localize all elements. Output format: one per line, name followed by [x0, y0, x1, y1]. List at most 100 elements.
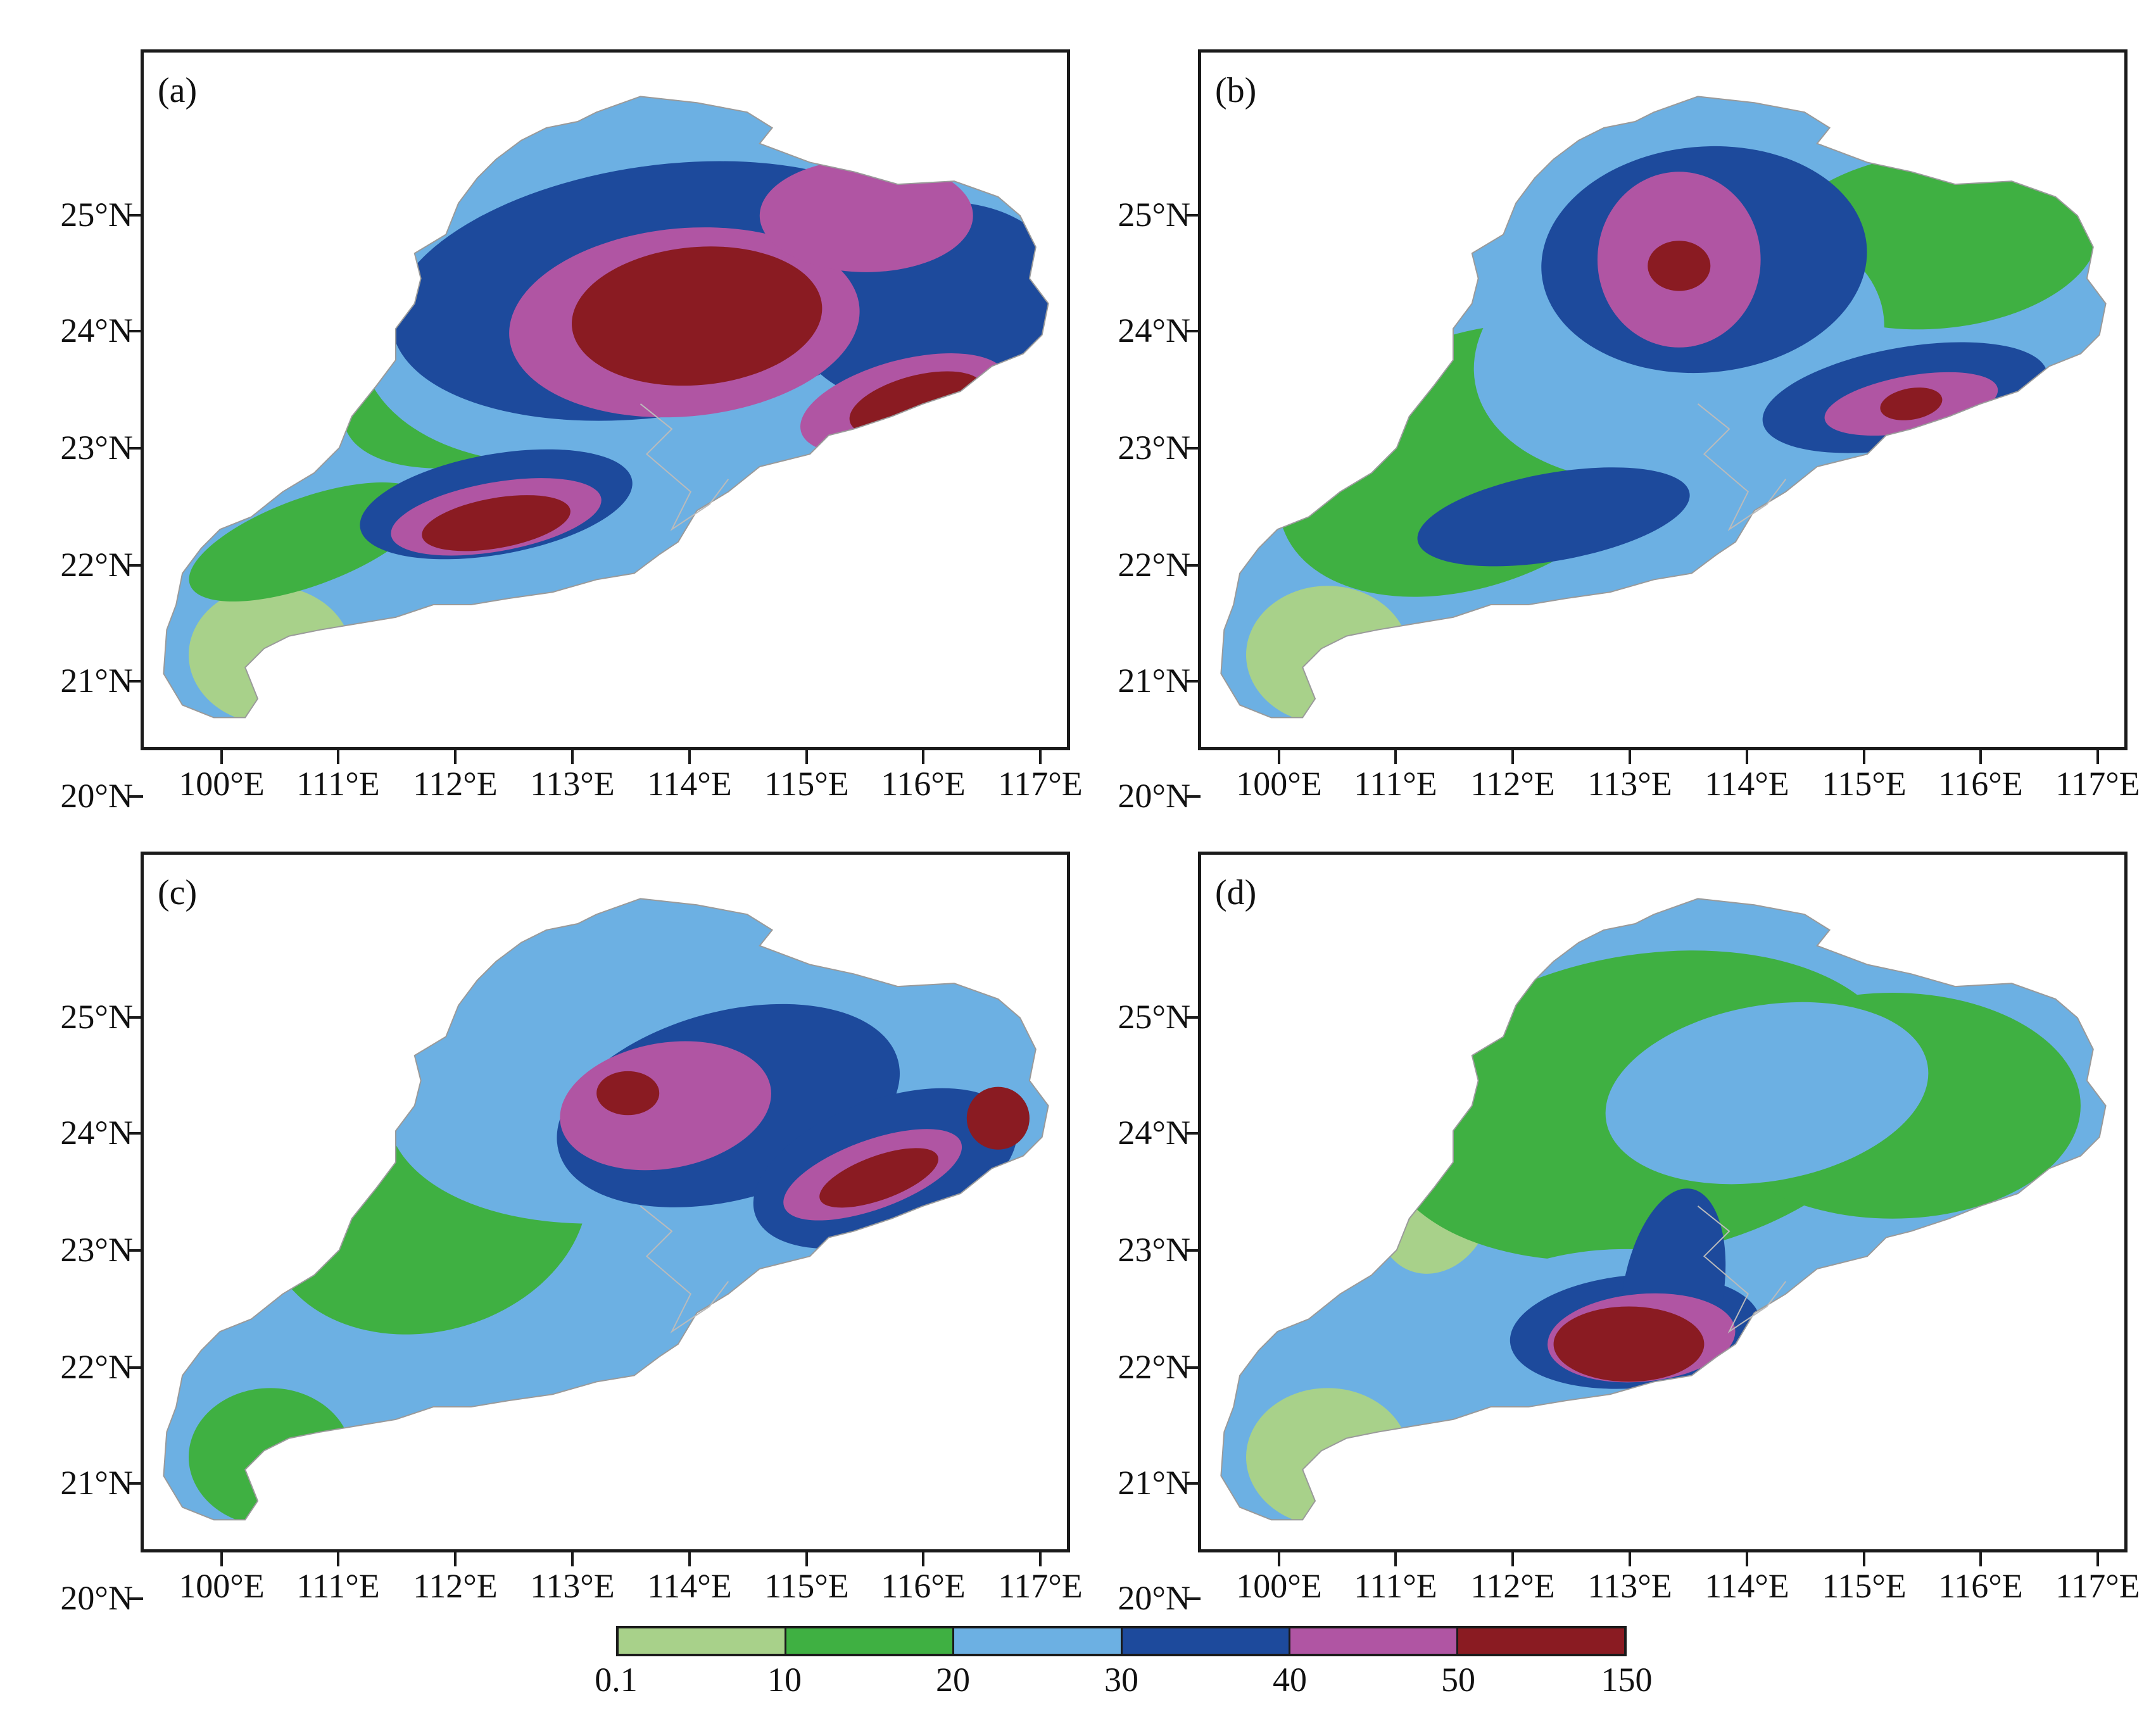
lon-tick-label: 113°E: [1587, 1567, 1672, 1605]
lon-tick-label: 117°E: [2055, 765, 2140, 803]
lon-tick-label: 114°E: [647, 1567, 732, 1605]
lon-tick-mark: [220, 750, 223, 764]
lat-tick-mark: [129, 564, 143, 567]
lon-tick-label: 115°E: [764, 1567, 849, 1605]
lon-tick-mark: [337, 1552, 339, 1566]
lon-tick-label: 112°E: [1470, 765, 1555, 803]
lat-tick-label: 24°N: [1118, 1114, 1190, 1152]
lat-tick-label: 25°N: [60, 998, 133, 1036]
lat-tick-mark: [1187, 795, 1201, 798]
lat-tick-label: 23°N: [60, 429, 133, 467]
lon-tick-label: 112°E: [1470, 1567, 1555, 1605]
lon-tick-mark: [922, 1552, 924, 1566]
lon-tick-mark: [571, 1552, 574, 1566]
lon-tick-label: 113°E: [530, 765, 615, 803]
colorbar-label: 150: [1601, 1661, 1653, 1699]
lat-tick-label: 20°N: [60, 1579, 133, 1617]
lon-tick-label: 116°E: [1938, 1567, 2023, 1605]
lat-tick-mark: [129, 447, 143, 450]
lat-tick-label: 20°N: [60, 777, 133, 815]
lon-tick-mark: [454, 750, 457, 764]
lon-tick-label: 116°E: [881, 765, 966, 803]
lat-tick-mark: [1187, 1249, 1201, 1252]
lon-tick-mark: [2096, 1552, 2099, 1566]
lon-tick-label: 111°E: [1354, 1567, 1437, 1605]
lon-tick-label: 116°E: [1938, 765, 2023, 803]
lon-tick-mark: [805, 750, 808, 764]
lat-tick-mark: [1187, 1482, 1201, 1485]
lon-tick-label: 111°E: [296, 1567, 380, 1605]
colorbar-label: 10: [767, 1661, 802, 1699]
lon-tick-mark: [571, 750, 574, 764]
lon-tick-mark: [1746, 750, 1748, 764]
lat-tick-mark: [1187, 1132, 1201, 1135]
lat-tick-label: 20°N: [1118, 777, 1190, 815]
colorbar-label: 30: [1104, 1661, 1138, 1699]
map-panel-a: (a): [141, 49, 1070, 750]
lat-tick-mark: [1187, 214, 1201, 217]
lon-tick-mark: [1394, 750, 1397, 764]
lat-tick-mark: [1187, 680, 1201, 683]
colorbar-segment: [954, 1628, 1123, 1654]
lon-tick-mark: [2096, 750, 2099, 764]
lat-tick-label: 21°N: [1118, 662, 1190, 700]
lon-tick-label: 114°E: [1705, 765, 1789, 803]
lat-tick-mark: [129, 1249, 143, 1252]
map-panel-c: (c): [141, 852, 1070, 1552]
lat-tick-label: 25°N: [60, 196, 133, 234]
lon-tick-mark: [1511, 1552, 1514, 1566]
lat-tick-label: 20°N: [1118, 1579, 1190, 1617]
lon-tick-label: 114°E: [647, 765, 732, 803]
lat-tick-mark: [129, 680, 143, 683]
lat-tick-mark: [129, 1597, 143, 1600]
lon-tick-label: 100°E: [1236, 765, 1322, 803]
lon-tick-mark: [1278, 750, 1280, 764]
lon-tick-mark: [688, 1552, 691, 1566]
lat-tick-label: 24°N: [60, 1114, 133, 1152]
lon-tick-label: 115°E: [1822, 1567, 1907, 1605]
lon-tick-mark: [337, 750, 339, 764]
lon-tick-mark: [454, 1552, 457, 1566]
lon-tick-label: 111°E: [1354, 765, 1437, 803]
lat-tick-label: 23°N: [1118, 1231, 1190, 1269]
lon-tick-mark: [1629, 750, 1631, 764]
lat-tick-mark: [129, 1132, 143, 1135]
lon-tick-label: 100°E: [179, 765, 265, 803]
lon-tick-mark: [688, 750, 691, 764]
lon-tick-mark: [922, 750, 924, 764]
lon-tick-mark: [1278, 1552, 1280, 1566]
lon-tick-mark: [1979, 750, 1982, 764]
colorbar-label: 40: [1273, 1661, 1307, 1699]
panel-label: (d): [1215, 873, 1257, 912]
colorbar-segment: [1290, 1628, 1458, 1654]
lat-tick-mark: [1187, 330, 1201, 332]
lat-tick-mark: [1187, 1597, 1201, 1600]
lon-tick-mark: [1746, 1552, 1748, 1566]
panel-label: (c): [158, 873, 198, 912]
lon-tick-label: 100°E: [179, 1567, 265, 1605]
colorbar-segment: [786, 1628, 955, 1654]
map-panel-b: (b): [1198, 49, 2128, 750]
lat-tick-mark: [129, 795, 143, 798]
lat-tick-mark: [1187, 447, 1201, 450]
lat-tick-mark: [129, 1482, 143, 1485]
lon-tick-label: 116°E: [881, 1567, 966, 1605]
lon-tick-mark: [1863, 1552, 1865, 1566]
lat-tick-mark: [1187, 564, 1201, 567]
lon-tick-label: 113°E: [1587, 765, 1672, 803]
lon-tick-label: 117°E: [998, 765, 1083, 803]
panel-label: (a): [158, 71, 198, 110]
rainfall-map: [163, 96, 1049, 719]
lat-tick-label: 22°N: [60, 1348, 133, 1386]
lon-tick-label: 117°E: [998, 1567, 1083, 1605]
lon-tick-label: 113°E: [530, 1567, 615, 1605]
lon-tick-mark: [1629, 1552, 1631, 1566]
lat-tick-mark: [129, 1016, 143, 1019]
rainfall-map: [1220, 898, 2107, 1521]
lon-tick-mark: [805, 1552, 808, 1566]
lat-tick-mark: [129, 1366, 143, 1369]
lon-tick-label: 114°E: [1705, 1567, 1789, 1605]
lat-tick-label: 24°N: [1118, 312, 1190, 349]
lon-tick-label: 115°E: [764, 765, 849, 803]
lat-tick-label: 21°N: [60, 1464, 133, 1502]
